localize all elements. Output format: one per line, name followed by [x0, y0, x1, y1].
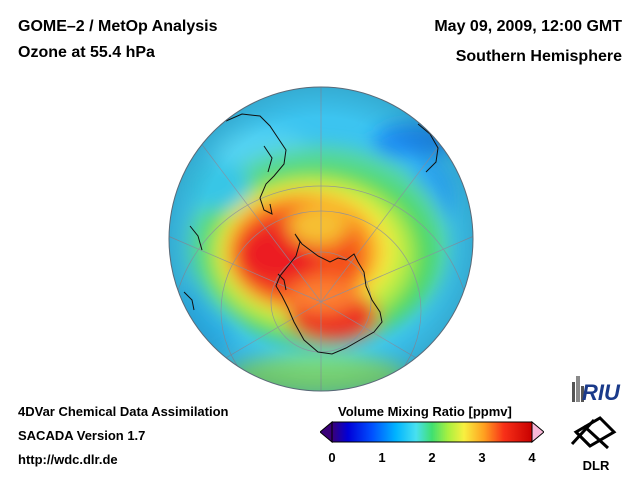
colorbar-max-arrow	[531, 421, 544, 443]
colorbar-tick-0: 0	[328, 450, 336, 465]
dlr-logo-text: DLR	[583, 458, 610, 473]
colorbar-title: Volume Mixing Ratio [ppmv]	[338, 404, 512, 419]
date-label: May 09, 2009, 12:00 GMT	[434, 18, 622, 35]
dlr-logo: DLR	[570, 416, 617, 473]
colorbar-tick-3: 3	[478, 450, 486, 465]
hemisphere-label: Southern Hemisphere	[455, 48, 622, 65]
colorbar-gradient	[331, 421, 533, 443]
riu-logo-text: RIU	[582, 380, 621, 405]
footer-url: http://wdc.dlr.de	[18, 452, 118, 467]
colorbar-tick-1: 1	[378, 450, 386, 465]
footer-line2: SACADA Version 1.7	[18, 428, 146, 443]
title-line1: GOME–2 / MetOp Analysis	[18, 18, 218, 35]
riu-logo: RIU	[572, 376, 621, 405]
ozone-map-globe	[168, 86, 474, 392]
colorbar	[320, 421, 544, 443]
colorbar-tick-2: 2	[428, 450, 436, 465]
title-line2: Ozone at 55.4 hPa	[18, 44, 155, 61]
footer-line1: 4DVar Chemical Data Assimilation	[18, 404, 229, 419]
colorbar-min-arrow	[320, 421, 333, 443]
colorbar-tick-4: 4	[528, 450, 536, 465]
